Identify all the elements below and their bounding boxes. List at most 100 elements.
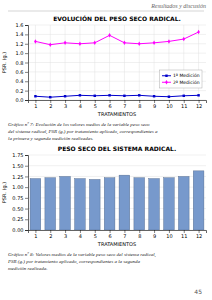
legend-marker (165, 75, 167, 77)
line (35, 32, 198, 45)
caption-line: del sistema radical, PSR (g.) por tratam… (8, 129, 158, 135)
tick: 2 (49, 230, 52, 239)
tick: 12 (196, 230, 202, 239)
grid-line-y (28, 34, 206, 35)
tick: 7 (123, 100, 126, 109)
chart-title: EVOLUCIÓN DEL PESO SECO RADICAL. (53, 15, 181, 22)
axis-domain (29, 101, 207, 104)
tick-label: 0.8 (16, 60, 24, 66)
grid-line-x (65, 25, 66, 100)
tick: 3 (64, 100, 67, 109)
tick-label: 4 (79, 233, 82, 239)
tick: 1 (34, 230, 37, 239)
tick-mark (25, 155, 28, 156)
marker (153, 41, 156, 46)
tick-mark (25, 209, 28, 210)
tick-mark (25, 198, 28, 199)
tick: 8 (138, 100, 141, 109)
line (35, 95, 198, 97)
grid-line-x (183, 25, 184, 100)
tick: 0.50 (12, 206, 28, 212)
tick: 0.0 (16, 97, 28, 103)
marker (79, 41, 82, 46)
tick-mark (25, 81, 28, 82)
tick-mark (25, 187, 28, 188)
marker (49, 42, 52, 47)
plot-area (30, 171, 204, 230)
marker (183, 95, 185, 97)
tick-label: 6 (108, 103, 111, 109)
page: Resultados y discusión1234567891011120.0… (0, 0, 212, 300)
grid-line-x (154, 25, 155, 100)
page-number: 45 (194, 288, 202, 295)
tick: 3 (64, 230, 67, 239)
tick: 9 (153, 230, 156, 239)
bar (178, 176, 189, 230)
tick-label: 1.50 (12, 163, 23, 169)
tick-label: 1.2 (16, 41, 24, 47)
tick: 9 (153, 100, 156, 109)
tick-label: 11 (181, 103, 187, 109)
tick: 1.4 (16, 31, 28, 37)
marker (197, 30, 200, 35)
tick: 1.6 (16, 22, 28, 28)
bar (75, 179, 86, 230)
grid-line-x (50, 25, 51, 100)
tick-mark (25, 166, 28, 167)
tick: 7 (123, 230, 126, 239)
bar (119, 175, 130, 230)
bar (30, 179, 41, 230)
grid-line-x (168, 25, 169, 100)
tick-label: 0.0 (16, 97, 24, 103)
marker (64, 41, 67, 46)
bar (89, 179, 100, 230)
tick-label: 3 (64, 103, 67, 109)
tick: 4 (79, 100, 82, 109)
marker (168, 95, 170, 97)
tick-label: 8 (138, 233, 141, 239)
tick: 6 (108, 230, 111, 239)
grid-line-x (198, 25, 199, 100)
tick-mark (25, 100, 28, 101)
tick: 4 (79, 230, 82, 239)
tick: 1.50 (12, 163, 28, 169)
tick-label: 0.25 (12, 216, 23, 222)
grid (28, 25, 206, 100)
chart: 1234567891011120.000.250.500.751.001.251… (1, 145, 207, 247)
legend-frame (159, 70, 202, 88)
grid-line-y (28, 62, 206, 63)
tick-label: 1.25 (12, 174, 23, 180)
legend: 1ª Medición2ª Medición (159, 70, 202, 88)
tick: 0.25 (12, 216, 28, 222)
marker (123, 95, 125, 97)
tick: 0.6 (16, 69, 28, 75)
bar (134, 178, 145, 230)
tick: 10 (166, 230, 172, 239)
grid-line-x (79, 25, 80, 100)
marker (94, 95, 96, 97)
tick-label: 8 (138, 103, 141, 109)
tick-label: 9 (153, 233, 156, 239)
grid-line-y (28, 165, 206, 166)
marker (93, 41, 96, 46)
grid-line-y (28, 90, 206, 91)
page-svg: Resultados y discusión1234567891011120.0… (0, 0, 212, 300)
tick: 0.8 (16, 60, 28, 66)
tick-label: 5 (94, 103, 97, 109)
caption-line: la primera y segunda medición realizadas… (8, 136, 93, 141)
tick: 11 (181, 230, 187, 239)
tick-mark (25, 63, 28, 64)
tick: 0.00 (12, 227, 28, 233)
caption-line: medición realizada. (8, 266, 48, 271)
chart: 1234567891011120.00.20.40.60.81.01.21.41… (1, 15, 207, 117)
grid-line-x (35, 25, 36, 100)
marker (138, 41, 141, 46)
y-axis: 0.00.20.40.60.81.01.21.41.6 (16, 22, 29, 103)
tick-label: 0.4 (16, 78, 24, 84)
tick-label: 1.4 (16, 31, 24, 37)
tick-label: 7 (123, 103, 126, 109)
tick-label: 6 (108, 233, 111, 239)
marker (197, 94, 199, 96)
tick-label: 0.6 (16, 69, 24, 75)
tick: 5 (94, 100, 97, 109)
